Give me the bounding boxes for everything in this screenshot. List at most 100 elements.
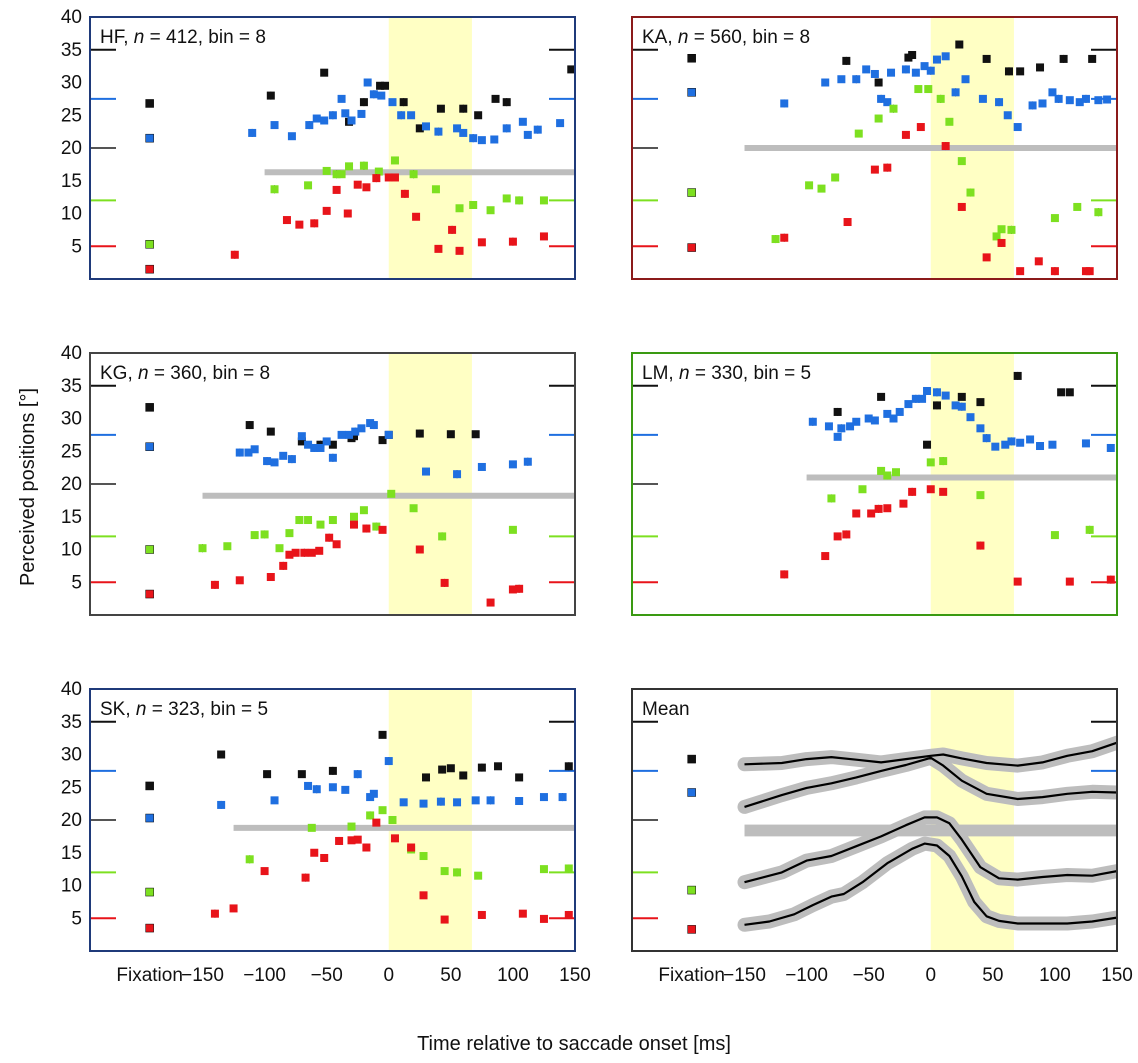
- data-point-red: [455, 246, 464, 255]
- n-label: ,: [668, 363, 679, 384]
- data-point-green: [469, 200, 478, 209]
- data-point-green: [474, 871, 483, 880]
- data-point-blue: [883, 98, 892, 107]
- x-tick-label: −150: [181, 965, 224, 986]
- data-point-blue: [287, 455, 296, 464]
- data-point-red: [229, 904, 238, 913]
- data-point-blue: [422, 467, 431, 476]
- data-point-blue: [270, 458, 279, 467]
- data-point-red: [883, 504, 892, 513]
- bin-label: , bin =: [743, 363, 801, 384]
- data-point-blue: [515, 797, 524, 806]
- data-point-green: [316, 520, 325, 529]
- panel-frame: [89, 352, 576, 616]
- data-point-black: [446, 764, 455, 773]
- data-point-green: [223, 542, 232, 551]
- data-point-black: [217, 750, 226, 759]
- y-tick-label: 35: [61, 376, 82, 397]
- data-layer: [737, 735, 1117, 932]
- fixation-point-blue: [145, 813, 154, 823]
- data-point-blue: [1065, 96, 1074, 105]
- data-point-red: [780, 233, 789, 242]
- data-point-green: [827, 494, 836, 503]
- data-point-red: [210, 580, 219, 589]
- data-point-green: [409, 504, 418, 513]
- data-point-green: [285, 529, 294, 538]
- data-point-green: [359, 161, 368, 170]
- data-point-red: [310, 848, 319, 857]
- data-point-green: [539, 196, 548, 205]
- data-point-red: [349, 520, 358, 529]
- data-point-blue: [369, 789, 378, 798]
- x-tick-label: −150: [723, 965, 766, 986]
- data-point-blue: [377, 91, 386, 100]
- data-point-green: [891, 468, 900, 477]
- data-point-red: [899, 499, 908, 508]
- data-point-black: [502, 98, 511, 107]
- data-point-blue: [469, 134, 478, 143]
- data-point-red: [440, 578, 449, 587]
- subject-name: KG: [100, 363, 127, 384]
- data-point-red: [301, 873, 310, 882]
- data-point-blue: [883, 409, 892, 418]
- data-point-black: [415, 124, 424, 133]
- y-tick-label: 30: [61, 73, 82, 94]
- data-point-green: [508, 525, 517, 534]
- y-tick-label: 35: [61, 712, 82, 733]
- data-point-blue: [1048, 88, 1057, 97]
- data-point-red: [300, 548, 309, 557]
- data-point-blue: [508, 460, 517, 469]
- data-point-green: [976, 491, 985, 500]
- data-point-black: [1059, 54, 1068, 63]
- n-eq: =: [149, 363, 171, 384]
- x-tick-label: 150: [559, 965, 591, 986]
- data-point-black: [446, 430, 455, 439]
- data-point-blue: [328, 453, 337, 462]
- data-point-blue: [895, 407, 904, 416]
- data-point-red: [320, 853, 329, 862]
- data-point-green: [438, 532, 447, 541]
- y-tick-label: 15: [61, 171, 82, 192]
- data-point-blue: [304, 781, 313, 790]
- data-point-black: [399, 98, 408, 107]
- data-point-blue: [966, 413, 975, 422]
- fixation-point-red: [145, 923, 154, 933]
- data-point-blue: [932, 55, 941, 64]
- n-eq: =: [144, 27, 166, 48]
- data-point-black: [564, 762, 573, 771]
- panel-title: LM, n = 330, bin = 5: [642, 363, 811, 384]
- data-point-blue: [217, 800, 226, 809]
- data-point-black: [982, 54, 991, 63]
- data-point-blue: [923, 386, 932, 395]
- data-point-red: [508, 585, 517, 594]
- data-point-black: [266, 427, 275, 436]
- n-eq: =: [689, 27, 711, 48]
- panel-title: Mean: [642, 699, 690, 720]
- data-point-blue: [279, 451, 288, 460]
- data-point-red: [384, 173, 393, 182]
- data-point-blue: [1016, 438, 1025, 447]
- data-point-green: [387, 489, 396, 498]
- data-point-black: [422, 773, 431, 782]
- x-tick-label: 100: [1039, 965, 1071, 986]
- y-tick-label: 10: [61, 540, 82, 561]
- panel-frame: [89, 688, 576, 952]
- data-point-red: [1065, 577, 1074, 586]
- data-point-blue: [341, 785, 350, 794]
- fixation-point-red: [687, 925, 696, 934]
- data-point-blue: [523, 457, 532, 466]
- data-point-blue: [471, 796, 480, 805]
- data-point-red: [448, 225, 457, 234]
- data-point-black: [349, 432, 358, 441]
- bin-label: , bin =: [200, 699, 258, 720]
- data-point-blue: [556, 119, 565, 128]
- data-point-blue: [852, 75, 861, 84]
- data-point-blue: [1013, 123, 1022, 132]
- data-point-blue: [1081, 94, 1090, 103]
- data-point-black: [515, 773, 524, 782]
- data-point-black: [474, 111, 483, 120]
- data-point-red: [926, 485, 935, 494]
- fixation-point-black: [145, 99, 154, 108]
- n-label: ,: [127, 363, 138, 384]
- data-layer: [210, 730, 573, 924]
